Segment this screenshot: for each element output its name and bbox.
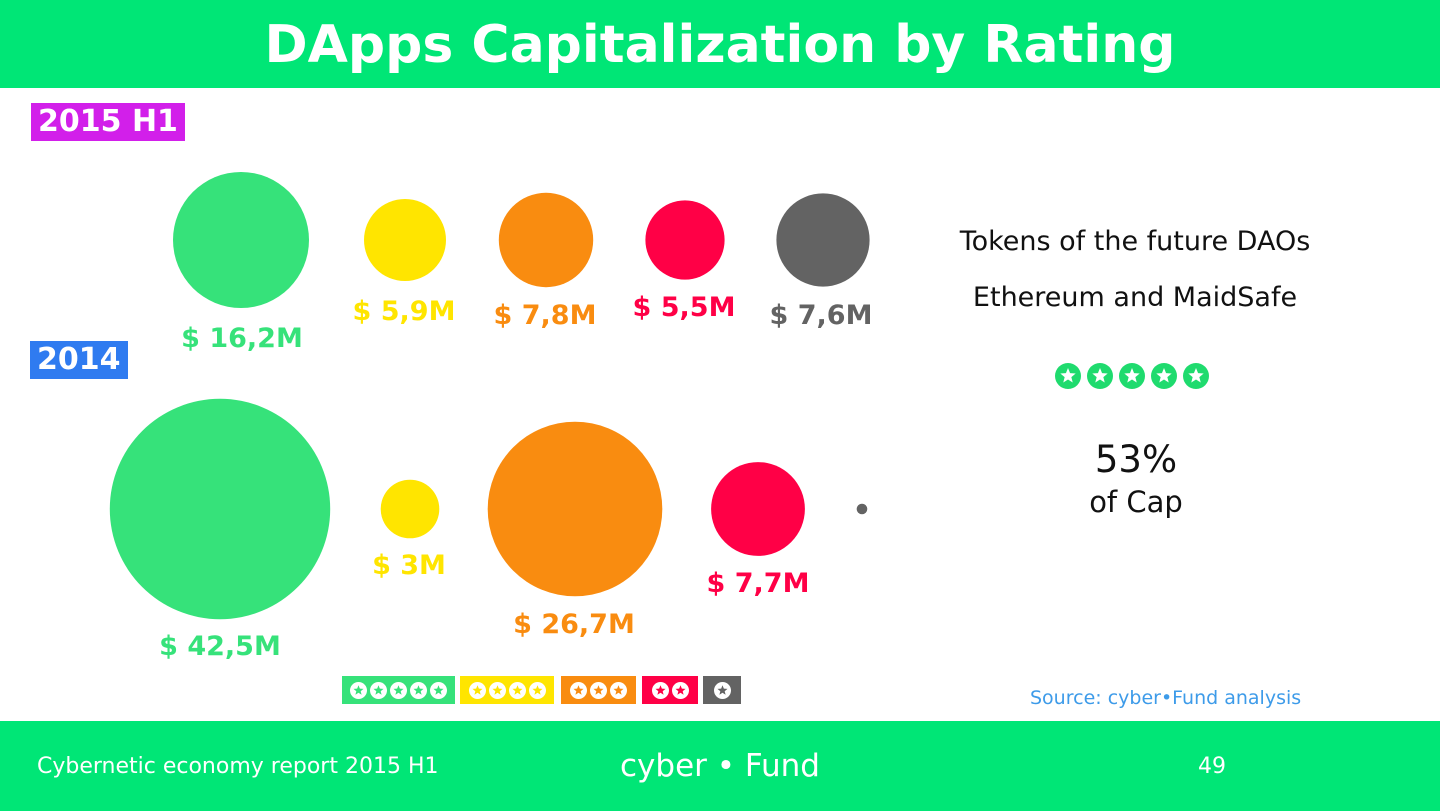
star-icon [468, 681, 486, 699]
bubble-2015-h1-3-star [498, 192, 594, 288]
star-icon [430, 681, 447, 699]
bubble-2014-1-star [856, 503, 868, 515]
tokens-line-2: Ethereum and MaidSafe [972, 282, 1298, 313]
legend-3-star [561, 676, 636, 704]
bubble-2015-h1-1-star [776, 193, 870, 287]
legend-5-star [342, 676, 455, 704]
bubble-2014-2-star [711, 462, 805, 556]
bubble-label: $ 7,6M [770, 300, 873, 331]
star-icon [410, 681, 427, 699]
star-icon [1087, 363, 1113, 391]
legend-1-star [703, 676, 741, 704]
star-icon [713, 681, 731, 699]
slide-title: DApps Capitalization by Rating [264, 15, 1176, 75]
bubble-2015-h1-2-star [645, 200, 725, 280]
header-bar [0, 0, 1440, 88]
star-icon [1055, 363, 1081, 391]
legend-2-star [642, 676, 698, 704]
bubble-label: $ 26,7M [513, 609, 635, 640]
year-tag-2014: 2014 [30, 341, 128, 379]
star-icon [610, 681, 627, 699]
bubble-chart: $ 16,2M $ 5,9M $ 7,8M $ 5,5M $ 7,6M $ 42,5M $ … [109, 172, 873, 662]
star-icon [570, 681, 587, 699]
star-icon [1119, 363, 1145, 391]
legend-4-star [460, 676, 554, 704]
bubble-label: $ 7,8M [494, 300, 597, 331]
bubble-2015-h1-4-star [364, 199, 446, 281]
star-icon [350, 681, 367, 699]
bubble-label: $ 42,5M [159, 631, 281, 662]
tokens-line-1: Tokens of the future DAOs [959, 226, 1311, 257]
bubble-2015-h1-5-star [173, 172, 309, 308]
footer-brand: cyber • Fund [620, 748, 820, 784]
star-icon [651, 681, 669, 699]
star-icon [508, 681, 526, 699]
star-icon [1151, 363, 1177, 391]
bubble-label: $ 16,2M [181, 323, 303, 354]
star-icon [528, 681, 546, 699]
bubble-label: $ 3M [372, 550, 446, 581]
star-icon [390, 681, 407, 699]
bubble-2014-5-star [109, 398, 331, 620]
source-note: Source: cyber•Fund analysis [1030, 687, 1302, 709]
footer-bar [0, 721, 1440, 811]
five-star-rating-icon [1055, 363, 1217, 391]
star-icon [488, 681, 506, 699]
star-icon [1183, 363, 1209, 391]
footer-report-title: Cybernetic economy report 2015 H1 [37, 754, 439, 779]
cap-percent-label: of Cap [1089, 485, 1183, 519]
page-number: 49 [1198, 754, 1226, 779]
star-icon [370, 681, 387, 699]
bubble-label: $ 7,7M [707, 568, 810, 599]
bubble-2014-3-star [487, 421, 663, 597]
year-tag-2015-h1: 2015 H1 [31, 103, 185, 141]
star-icon [671, 681, 689, 699]
star-icon [590, 681, 607, 699]
cap-percent: 53% [1094, 438, 1178, 481]
bubble-2014-4-star [380, 479, 440, 539]
bubble-label: $ 5,9M [353, 296, 456, 327]
bubble-label: $ 5,5M [633, 292, 736, 323]
